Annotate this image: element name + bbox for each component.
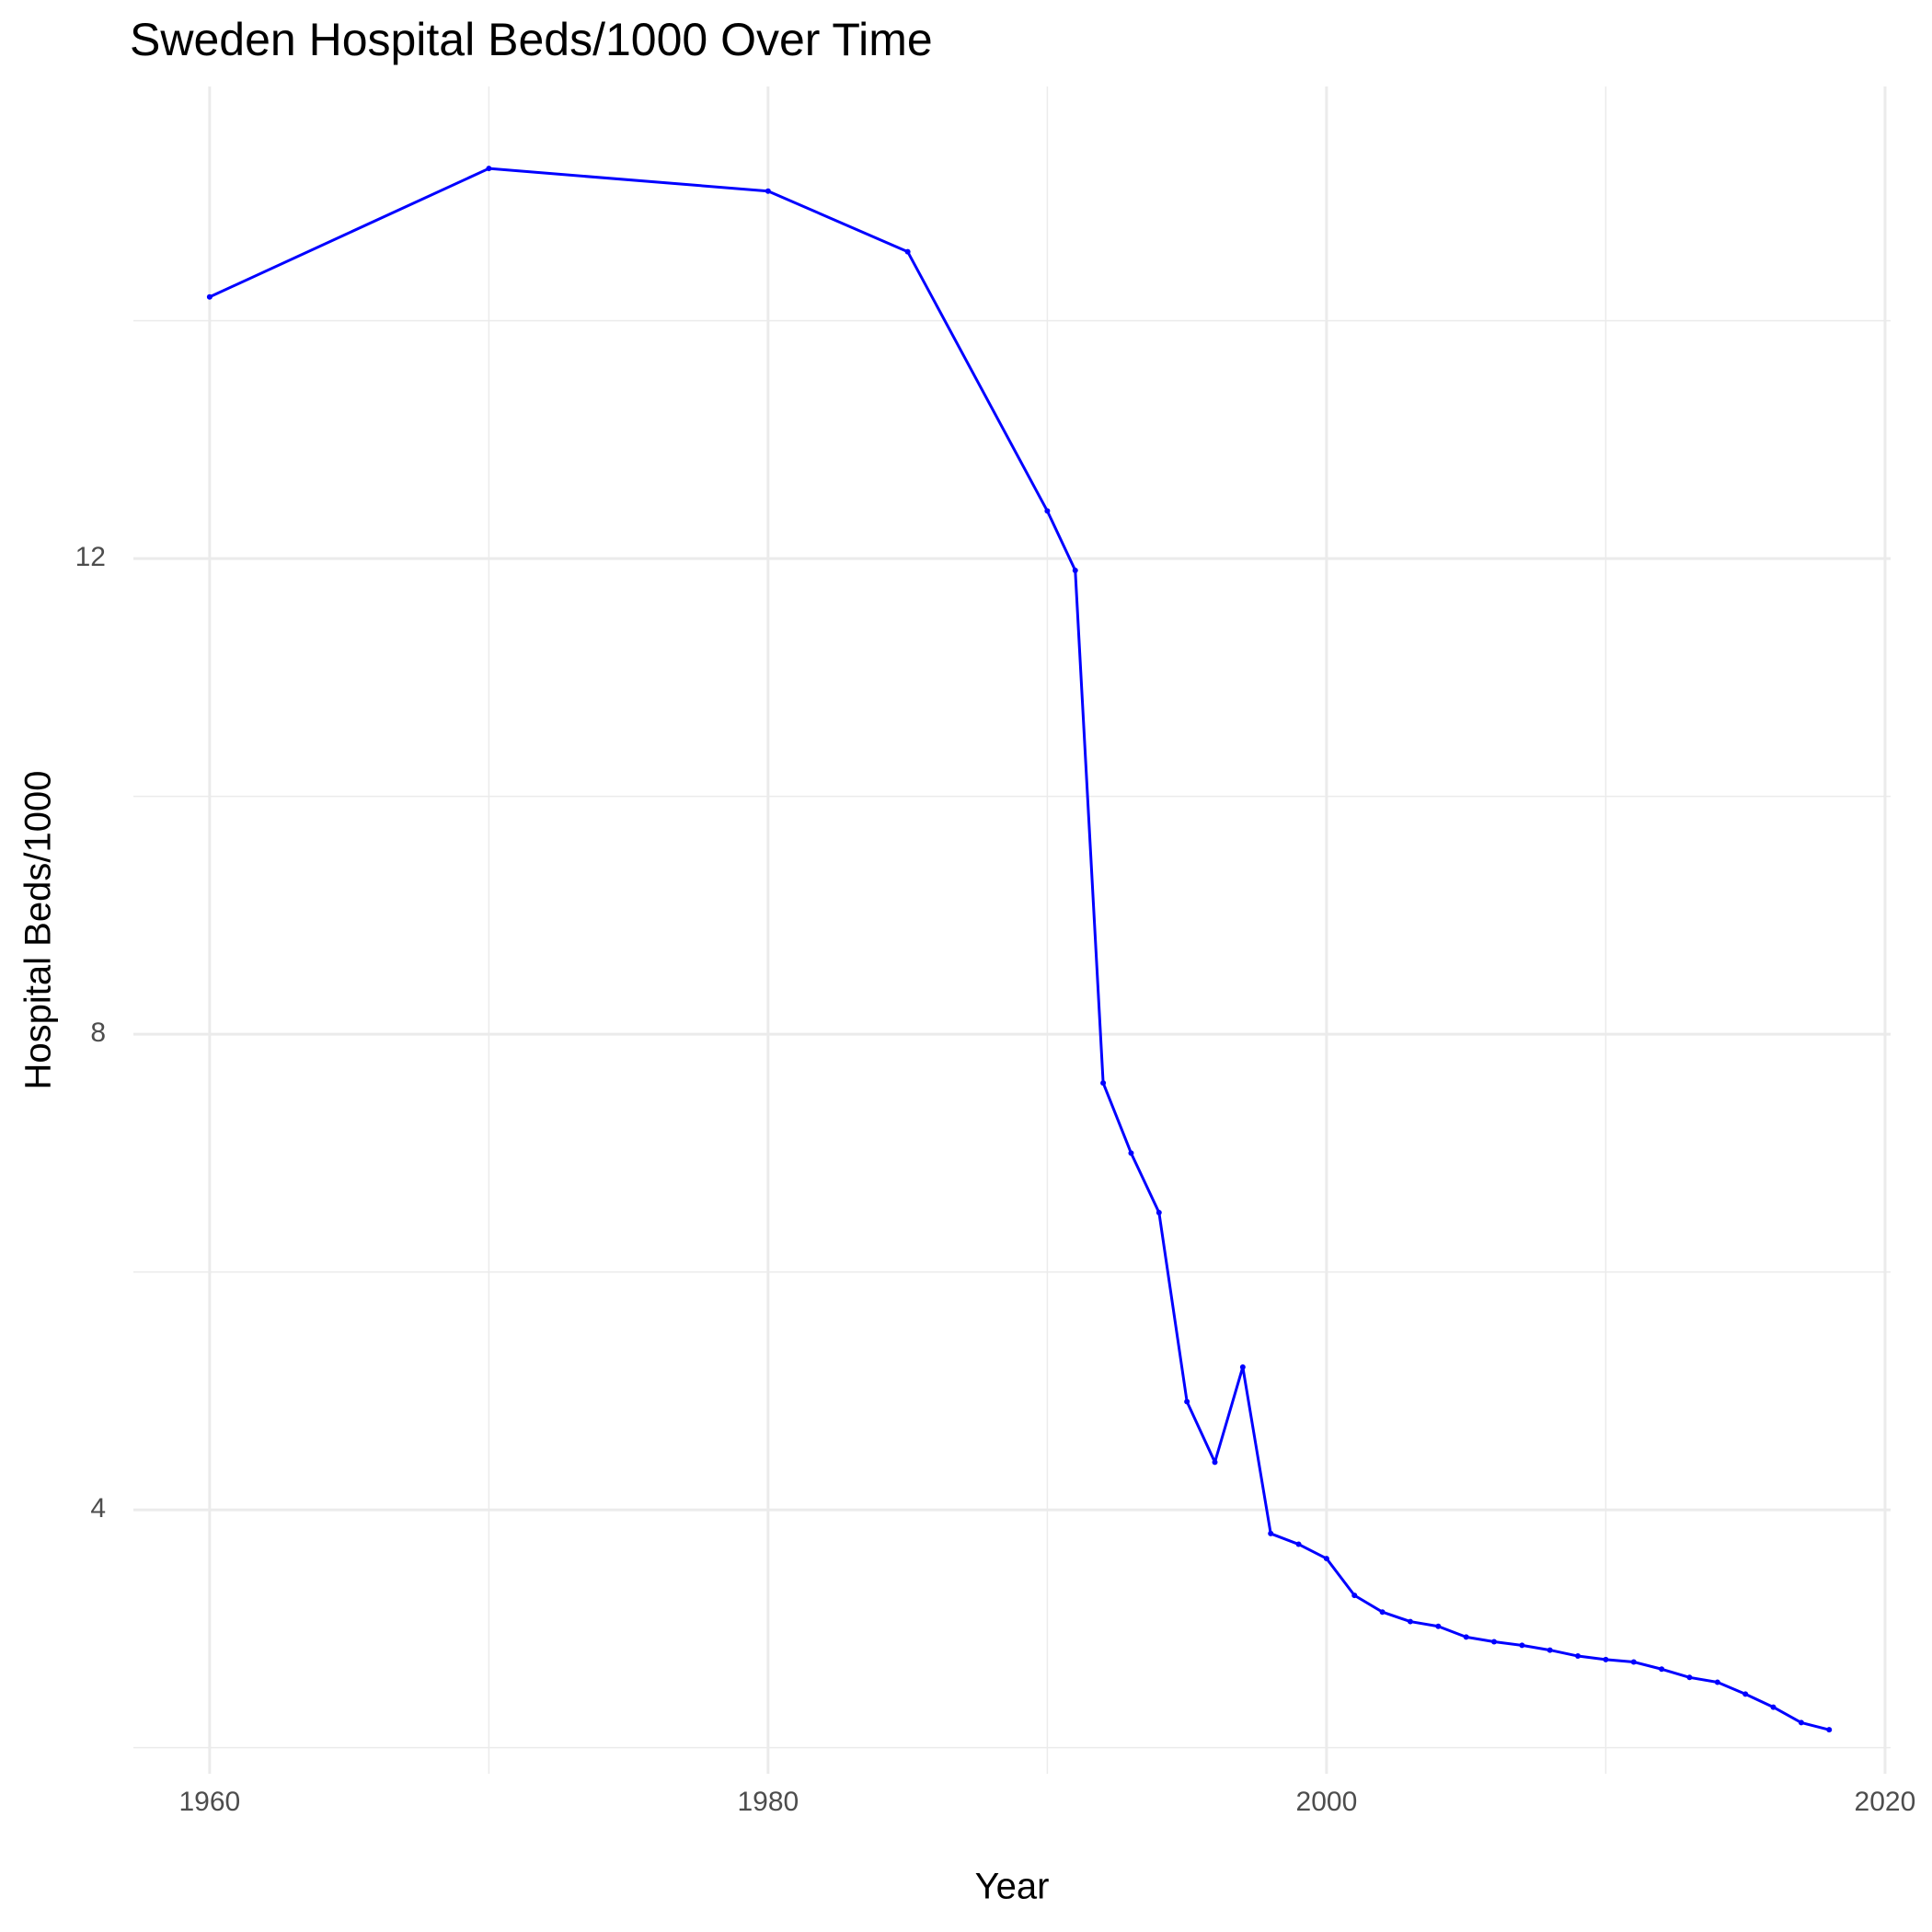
chart-title: Sweden Hospital Beds/1000 Over Time: [130, 14, 933, 65]
y-axis-title: Hospital Beds/1000: [18, 771, 59, 1090]
point: [486, 166, 492, 172]
point: [1575, 1653, 1581, 1660]
point: [1212, 1459, 1218, 1466]
point: [1156, 1209, 1162, 1215]
point: [1742, 1691, 1749, 1697]
point: [1630, 1659, 1637, 1665]
x-tick-label: 2020: [1855, 1787, 1916, 1817]
line: [209, 167, 1830, 1731]
point: [1100, 1080, 1107, 1087]
point: [1603, 1656, 1609, 1662]
point: [1295, 1541, 1302, 1547]
point: [1323, 1556, 1329, 1562]
point: [1798, 1719, 1804, 1726]
point: [1686, 1674, 1693, 1681]
point: [1547, 1647, 1553, 1653]
point: [1491, 1639, 1498, 1645]
x-tick-label: 1980: [738, 1787, 799, 1817]
x-tick-label: 1960: [178, 1787, 240, 1817]
y-tick-label: 8: [90, 1018, 106, 1048]
point: [1770, 1704, 1777, 1710]
y-tick-label: 12: [75, 542, 106, 572]
point: [1351, 1593, 1358, 1599]
point: [1239, 1363, 1246, 1370]
x-axis-title: Year: [975, 1867, 1050, 1907]
point: [1435, 1623, 1442, 1629]
point: [1659, 1666, 1665, 1673]
point: [1128, 1150, 1134, 1156]
point: [1072, 568, 1078, 574]
point: [1184, 1398, 1190, 1405]
point: [1268, 1530, 1274, 1536]
point: [1407, 1618, 1413, 1625]
y-tick-label: 4: [90, 1493, 106, 1524]
point: [1044, 508, 1051, 514]
point: [1714, 1679, 1720, 1685]
point: [1519, 1642, 1525, 1649]
point: [1826, 1727, 1833, 1733]
point: [206, 293, 213, 300]
point: [1463, 1634, 1469, 1640]
point: [904, 248, 911, 255]
x-tick-label: 2000: [1296, 1787, 1358, 1817]
point: [765, 188, 771, 194]
point: [1379, 1609, 1386, 1616]
